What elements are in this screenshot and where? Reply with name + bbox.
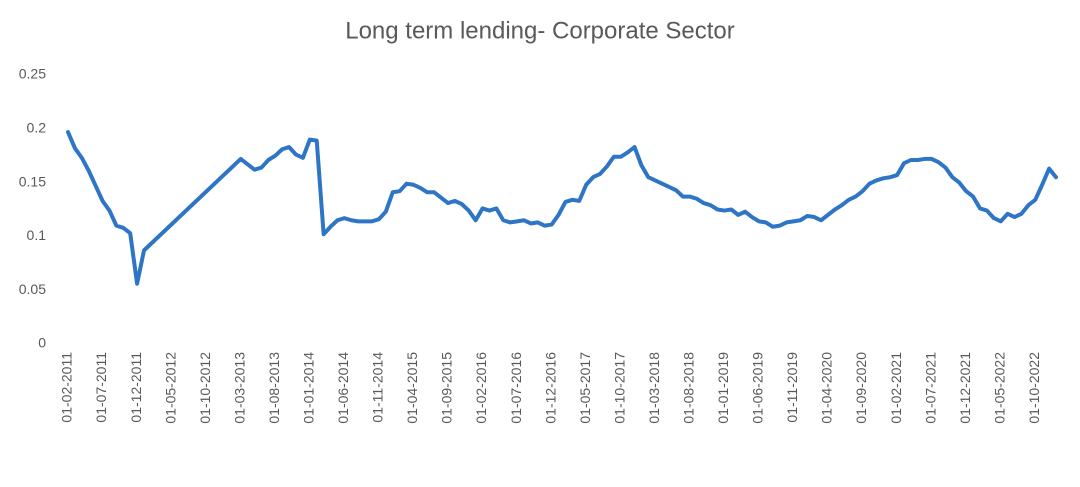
x-tick-label: 01-05-2012 xyxy=(162,352,178,424)
x-tick-label: 01-10-2012 xyxy=(197,352,213,424)
x-tick-label: 01-07-2016 xyxy=(508,352,524,424)
x-tick-label: 01-04-2015 xyxy=(404,352,420,424)
x-tick-label: 01-05-2017 xyxy=(577,352,593,424)
x-tick-label: 01-12-2021 xyxy=(957,352,973,424)
x-tick-label: 01-01-2014 xyxy=(301,352,317,424)
x-tick-label: 01-05-2022 xyxy=(991,352,1007,424)
chart-title: Long term lending- Corporate Sector xyxy=(345,17,735,44)
x-tick-label: 01-08-2018 xyxy=(681,352,697,424)
x-tick-label: 01-09-2020 xyxy=(853,352,869,424)
x-tick-label: 01-08-2013 xyxy=(266,352,282,424)
x-tick-label: 01-06-2019 xyxy=(750,352,766,424)
x-tick-label: 01-12-2011 xyxy=(128,352,144,423)
x-tick-label: 01-02-2021 xyxy=(888,352,904,424)
x-tick-label: 01-10-2022 xyxy=(1026,352,1042,424)
x-tick-label: 01-06-2014 xyxy=(335,352,351,424)
y-tick-label: 0 xyxy=(38,335,46,351)
x-tick-label: 01-07-2011 xyxy=(93,352,109,423)
x-tick-label: 01-01-2019 xyxy=(715,352,731,424)
y-tick-label: 0.25 xyxy=(19,66,46,82)
data-line xyxy=(66,130,1058,286)
x-tick-label: 01-02-2011 xyxy=(59,352,75,423)
y-tick-label: 0.1 xyxy=(27,227,47,243)
x-tick-label: 01-04-2020 xyxy=(819,352,835,424)
x-tick-label: 01-12-2016 xyxy=(542,352,558,424)
x-tick-label: 01-03-2018 xyxy=(646,352,662,424)
x-tick-label: 01-11-2014 xyxy=(370,352,386,423)
x-tick-label: 01-10-2017 xyxy=(611,352,627,424)
x-tick-label: 01-09-2015 xyxy=(439,352,455,424)
y-tick-label: 0.2 xyxy=(27,120,47,136)
x-tick-label: 01-07-2021 xyxy=(922,352,938,424)
x-tick-label: 01-11-2019 xyxy=(784,352,800,423)
x-tick-label: 01-02-2016 xyxy=(473,352,489,424)
y-tick-label: 0.15 xyxy=(19,173,46,189)
x-tick-label: 01-03-2013 xyxy=(231,352,247,424)
y-tick-label: 0.05 xyxy=(19,281,46,297)
